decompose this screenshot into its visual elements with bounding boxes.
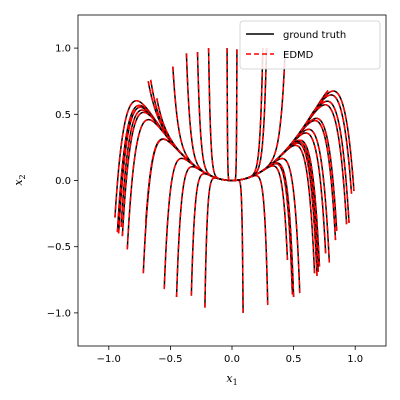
y-axis-label: x2 [12,174,27,185]
legend-label-ground-truth: ground truth [283,30,346,41]
edmd-trajectory-22 [232,48,264,182]
ground-truth-trajectory-19 [226,48,232,182]
y-tick-label: −0.5 [47,242,71,253]
x-tick-label: −0.5 [158,354,182,365]
legend-label-edmd: EDMD [283,50,314,61]
y-tick-label: 1.0 [55,44,71,55]
legend-box [239,20,381,70]
edmd-trajectory-45 [232,90,355,192]
y-tick-label: 0.0 [55,176,71,187]
x-tick-label: 1.0 [347,354,363,365]
y-tick-label: 0.5 [55,110,71,121]
x-tick-label: 0.5 [286,354,302,365]
trajectory-curves [114,48,355,313]
x-tick-label: 0.0 [224,354,240,365]
x-axis-label: x1 [226,372,237,387]
edmd-trajectory-14 [185,53,232,182]
y-tick-label: −1.0 [47,308,71,319]
axis-ticks: −1.0 −0.5 0.0 0.5 1.0 −1.0 −0.5 0.0 0.5 1.0 [47,44,363,365]
legend: ground truth EDMD [239,20,381,70]
edmd-trajectory-13 [175,165,232,298]
x-tick-label: −1.0 [97,354,121,365]
